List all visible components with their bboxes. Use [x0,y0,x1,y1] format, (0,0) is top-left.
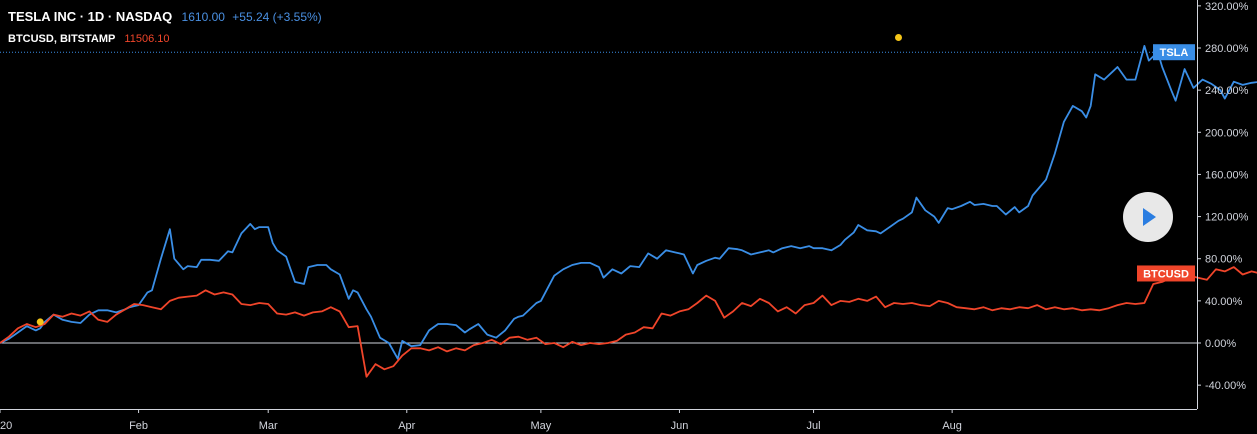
price-tag-bg [1153,44,1195,61]
x-tick-label: May [530,420,551,432]
primary-last-price: 1610.00 [181,10,225,24]
primary-change: +55.24 (+3.55%) [232,10,322,24]
event-marker-1[interactable] [36,318,44,326]
price-tag-label: BTCUSD [1143,268,1189,280]
y-tick-label: -40.00% [1205,380,1246,392]
play-icon [1143,208,1156,226]
price-tag-btcusd[interactable]: BTCUSD [1137,265,1195,282]
y-tick-label: 160.00% [1205,169,1249,181]
y-tick-label: 320.00% [1205,1,1249,13]
x-tick-label: 20 [0,420,12,432]
y-tick-label: 0.00% [1205,338,1236,350]
primary-legend: TESLA INC · 1D · NASDAQ 1610.00 +55.24 (… [8,9,322,24]
x-tick-label: Mar [259,420,278,432]
y-tick-label: 280.00% [1205,43,1249,55]
price-tag-tsla[interactable]: TSLA [1153,44,1195,61]
event-marker-2[interactable] [894,33,902,41]
x-tick-label: Jul [807,420,821,432]
y-tick-label: 200.00% [1205,127,1249,139]
series-line-btcusd[interactable] [0,266,1257,378]
x-tick-label: Apr [398,420,415,432]
x-tick-label: Aug [942,420,962,432]
secondary-legend: BTCUSD, BITSTAMP 11506.10 [8,33,170,45]
price-scale[interactable]: -40.00% 0.00% 40.00% 80.00% 120.00% 160.00% 20… [1137,0,1249,409]
y-tick-label: 40.00% [1205,296,1243,308]
replay-play-button[interactable] [1123,192,1173,242]
series-line-tsla[interactable] [0,45,1257,360]
y-tick-label: 120.00% [1205,212,1249,224]
y-tick-label: 80.00% [1205,254,1243,266]
secondary-symbol: BTCUSD, BITSTAMP [8,33,116,45]
secondary-last-price: 11506.10 [124,33,170,45]
price-tag-bg [1137,265,1195,282]
x-tick-label: Feb [129,420,148,432]
time-scale[interactable]: 20 Feb Mar Apr May Jun Jul Aug [0,409,1197,432]
x-tick-label: Jun [671,420,689,432]
primary-symbol: TESLA INC · 1D · NASDAQ [8,9,173,24]
y-tick-label: 240.00% [1205,85,1249,97]
price-tag-label: TSLA [1160,47,1189,59]
